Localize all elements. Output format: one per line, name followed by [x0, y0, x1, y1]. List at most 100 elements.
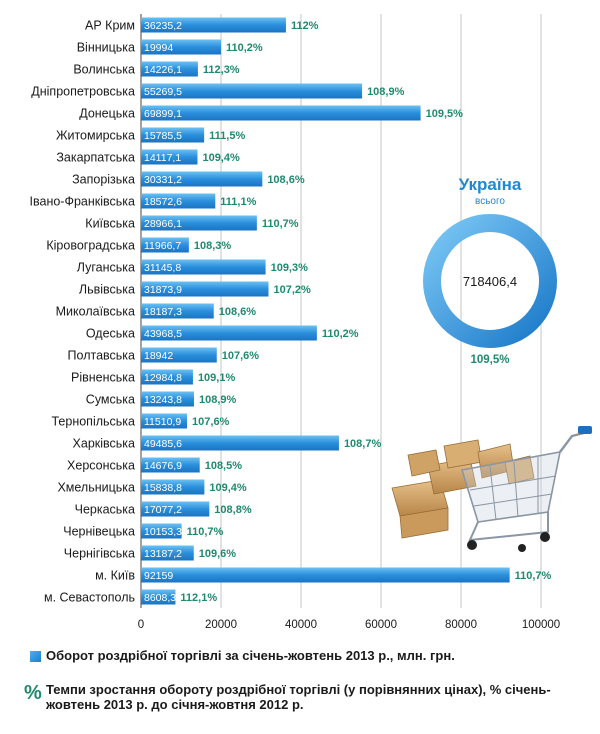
bar-growth-label: 107,2% — [273, 284, 311, 296]
bar-value-label: 14226,1 — [144, 64, 182, 76]
x-tick-label: 20000 — [205, 619, 237, 631]
bar — [141, 523, 182, 539]
bars: 36235,2 112% 19994 110,2% 14226,1 112,3% 55269… — [141, 17, 552, 605]
bar — [141, 303, 214, 319]
region-label: Вінницька — [77, 41, 135, 55]
bar-growth-label: 108,5% — [205, 460, 243, 472]
bar-growth-label: 109,6% — [199, 548, 237, 560]
legend-growth-text: Темпи зростання обороту роздрібної торгі… — [46, 682, 551, 712]
bar-growth-label: 108,9% — [367, 86, 405, 98]
bar-growth-label: 110,7% — [515, 570, 552, 582]
bar — [141, 391, 194, 407]
region-label: Чернігівська — [64, 547, 135, 561]
bar-growth-label: 107,6% — [192, 416, 230, 428]
bar-value-label: 92159 — [144, 570, 173, 582]
bar-value-label: 31145,8 — [144, 262, 181, 274]
region-label: Кіровоградська — [46, 239, 135, 253]
region-label: Луганська — [77, 261, 135, 275]
region-label: м. Севастополь — [44, 591, 135, 605]
legend-growth: % Темпи зростання обороту роздрібної тор… — [24, 682, 586, 712]
bar-value-label: 31873,9 — [144, 284, 182, 296]
bar-value-label: 11966,7 — [144, 240, 181, 252]
region-label: Житомирська — [56, 129, 135, 143]
bar-value-label: 8608,3 — [144, 592, 176, 604]
bar-growth-label: 110,2% — [226, 42, 263, 54]
bar — [141, 369, 193, 385]
ukraine-summary: Україна всього 718406,4 109,5% — [423, 175, 557, 366]
bar-growth-label: 108,6% — [219, 306, 257, 318]
bar-value-label: 18187,3 — [144, 306, 182, 318]
region-label: Сумська — [86, 393, 135, 407]
bar-growth-label: 112,3% — [203, 64, 240, 76]
bar — [141, 127, 205, 143]
bar-growth-label: 108,7% — [344, 438, 382, 450]
summary-title: Україна — [459, 175, 522, 194]
bar — [141, 39, 221, 55]
summary-total-value: 718406,4 — [463, 274, 517, 289]
bar-growth-label: 109,3% — [271, 262, 309, 274]
bar-growth-label: 112% — [291, 20, 319, 32]
region-label: Івано-Франківська — [30, 195, 136, 209]
bar-growth-label: 110,7% — [262, 218, 299, 230]
region-label: Хмельницька — [57, 481, 135, 495]
bar-growth-label: 108,3% — [194, 240, 232, 252]
bar — [141, 149, 198, 165]
bar — [141, 347, 217, 363]
bar — [141, 215, 257, 231]
bar — [141, 435, 339, 451]
x-tick-label: 60000 — [365, 619, 397, 631]
bar-value-label: 14676,9 — [144, 460, 182, 472]
x-tick-label: 0 — [138, 619, 144, 631]
legend-volume-text: Оборот роздрібної торгівлі за січень-жов… — [46, 648, 455, 663]
region-label: Донецька — [79, 107, 135, 121]
region-label: Миколаївська — [56, 305, 135, 319]
region-label: Харківська — [73, 437, 135, 451]
legend-volume: Оборот роздрібної торгівлі за січень-жов… — [30, 648, 586, 663]
bar — [141, 281, 269, 297]
bar — [141, 61, 198, 77]
bar-value-label: 19994 — [144, 42, 173, 54]
region-label: Київська — [85, 217, 135, 231]
bar-value-label: 55269,5 — [144, 86, 182, 98]
bar-value-label: 18572,6 — [144, 196, 182, 208]
region-label: м. Київ — [95, 569, 135, 583]
bar-value-label: 15838,8 — [144, 482, 182, 494]
bar-value-label: 13243,8 — [144, 394, 182, 406]
bar-value-label: 69899,1 — [144, 108, 182, 120]
bar — [141, 237, 189, 253]
bar — [141, 193, 216, 209]
region-labels: АР Крим Вінницька Волинська Дніпропетровськ… — [30, 19, 136, 605]
bar-value-label: 15785,5 — [144, 130, 182, 142]
bar — [141, 413, 188, 429]
bar — [141, 501, 210, 517]
x-axis-ticks: 0 20000 40000 60000 80000 100000 — [138, 619, 560, 631]
bar-growth-label: 111,5% — [209, 130, 245, 142]
bar-value-label: 36235,2 — [144, 20, 182, 32]
bar-growth-label: 111,1% — [220, 196, 256, 208]
bar-growth-label: 108,6% — [267, 174, 305, 186]
bar — [141, 545, 194, 561]
region-label: Одеська — [86, 327, 135, 341]
bar-growth-label: 109,4% — [209, 482, 247, 494]
bar-growth-label: 109,1% — [198, 372, 236, 384]
summary-total-growth: 109,5% — [470, 354, 509, 366]
bar-value-label: 12984,8 — [144, 372, 182, 384]
bar-growth-label: 110,2% — [322, 328, 359, 340]
region-label: Запорізька — [72, 173, 135, 187]
bar-value-label: 18942 — [144, 350, 173, 362]
bar-growth-label: 110,7% — [187, 526, 224, 538]
bar-value-label: 49485,6 — [144, 438, 182, 450]
x-tick-label: 40000 — [285, 619, 317, 631]
bar — [141, 17, 286, 33]
region-label: Львівська — [79, 283, 135, 297]
region-label: Дніпропетровська — [31, 85, 135, 99]
region-label: Закарпатська — [56, 151, 135, 165]
region-label: Волинська — [73, 63, 135, 77]
bar-value-label: 14117,1 — [144, 152, 181, 164]
bar — [141, 259, 266, 275]
bar-value-label: 43968,5 — [144, 328, 182, 340]
region-label: Рівненська — [71, 371, 135, 385]
bar-growth-label: 109,5% — [426, 108, 464, 120]
bar — [141, 105, 421, 121]
